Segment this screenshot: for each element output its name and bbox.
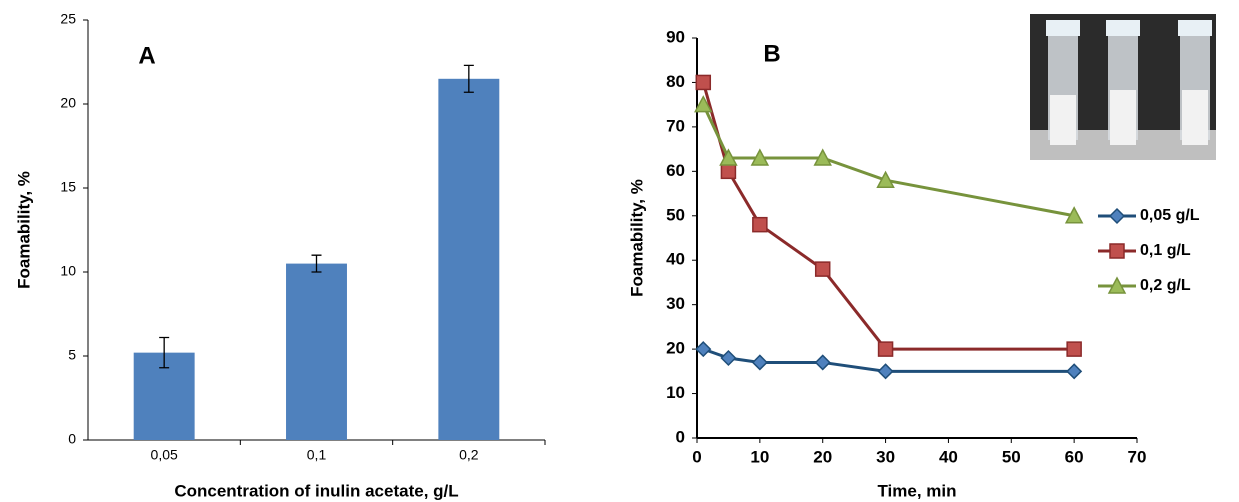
x-tick-label: 10 — [750, 447, 769, 466]
marker — [1066, 363, 1083, 380]
marker — [751, 354, 768, 371]
marker — [719, 148, 738, 166]
y-tick-label: 30 — [666, 294, 685, 313]
marker — [720, 163, 737, 180]
y-tick-label: 40 — [666, 250, 685, 269]
x-tick-label: 60 — [1065, 447, 1084, 466]
y-tick-label: 80 — [666, 72, 685, 91]
marker — [1064, 206, 1084, 224]
marker — [814, 261, 831, 277]
marker — [695, 74, 712, 91]
bar — [286, 263, 347, 440]
photo-inset — [1030, 14, 1216, 160]
y-tick-label: 10 — [666, 383, 685, 402]
marker — [1066, 341, 1082, 357]
marker — [752, 216, 768, 233]
marker — [813, 148, 832, 166]
legend-label: 0,1 g/L — [1140, 242, 1191, 259]
y-tick-label: 25 — [60, 11, 76, 27]
y-tick-label: 90 — [666, 27, 685, 46]
y-tick-label: 0 — [68, 431, 76, 447]
y-tick-label: 0 — [676, 427, 685, 446]
x-tick-label: 0,2 — [459, 447, 479, 463]
panel-title: B — [763, 40, 780, 67]
y-tick-label: 15 — [60, 179, 76, 195]
y-tick-label: 50 — [666, 205, 685, 224]
marker — [750, 148, 770, 166]
x-axis-label: Time, min — [877, 481, 956, 500]
y-tick-label: 60 — [666, 161, 685, 180]
error-bar — [311, 254, 322, 273]
series-line — [701, 104, 1075, 218]
x-tick-label: 0 — [692, 447, 701, 466]
error-bar — [463, 64, 474, 93]
marker — [720, 349, 737, 367]
x-tick-label: 0,1 — [307, 447, 327, 463]
x-tick-label: 30 — [876, 447, 895, 466]
legend-marker — [1109, 243, 1125, 259]
y-tick-label: 20 — [60, 95, 76, 111]
x-tick-label: 0,05 — [151, 447, 178, 463]
error-bar — [159, 336, 170, 369]
x-tick-label: 20 — [813, 447, 832, 466]
x-axis-label: Concentration of inulin acetate, g/L — [174, 481, 458, 500]
x-tick-label: 50 — [1002, 447, 1021, 466]
y-tick-label: 5 — [68, 347, 76, 363]
marker — [814, 354, 831, 371]
legend-marker — [1108, 207, 1126, 225]
marker — [876, 170, 895, 188]
y-axis-label: Foamability, % — [627, 179, 646, 297]
legend-label: 0,05 g/L — [1140, 207, 1200, 224]
marker — [695, 341, 712, 358]
marker — [877, 363, 894, 380]
x-tick-label: 70 — [1128, 447, 1147, 466]
panel-title: A — [138, 42, 155, 69]
marker — [694, 95, 713, 113]
y-tick-label: 20 — [666, 339, 685, 358]
y-axis-label: Foamability, % — [14, 171, 33, 289]
x-tick-label: 40 — [939, 447, 958, 466]
marker — [877, 341, 894, 357]
series-line — [701, 82, 1075, 351]
legend-marker — [1107, 276, 1127, 294]
y-tick-label: 10 — [60, 263, 76, 279]
y-tick-label: 70 — [666, 116, 685, 135]
bar — [438, 78, 500, 441]
legend-label: 0,2 g/L — [1140, 277, 1191, 294]
